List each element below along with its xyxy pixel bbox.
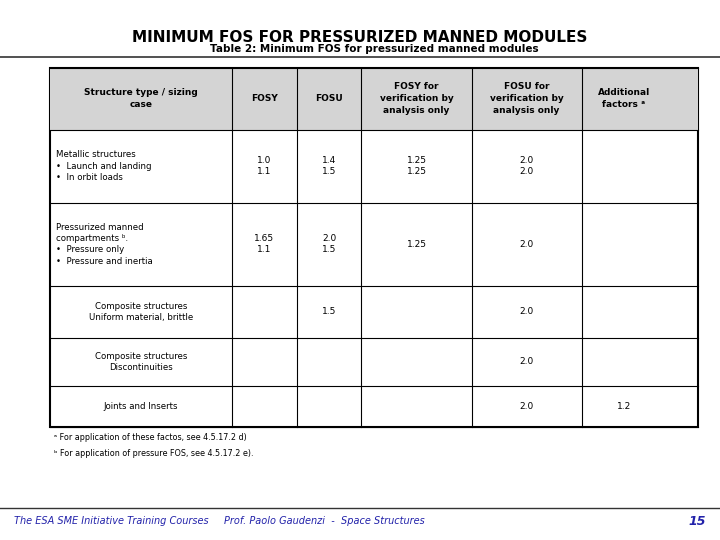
Text: 2.0
2.0: 2.0 2.0 — [520, 156, 534, 176]
Text: Structure type / sizing
case: Structure type / sizing case — [84, 88, 198, 109]
Text: Composite structures
Discontinuities: Composite structures Discontinuities — [95, 352, 187, 372]
Text: 1.25
1.25: 1.25 1.25 — [407, 156, 426, 176]
Text: Prof. Paolo Gaudenzi  -  Space Structures: Prof. Paolo Gaudenzi - Space Structures — [224, 516, 424, 526]
Text: 1.25: 1.25 — [407, 240, 426, 249]
Text: 1.0
1.1: 1.0 1.1 — [257, 156, 271, 176]
Text: ᵃ For application of these factos, see 4.5.17.2 d): ᵃ For application of these factos, see 4… — [54, 433, 247, 442]
Text: MINIMUM FOS FOR PRESSURIZED MANNED MODULES: MINIMUM FOS FOR PRESSURIZED MANNED MODUL… — [132, 30, 588, 45]
Text: 2.0: 2.0 — [520, 240, 534, 249]
Text: 2.0: 2.0 — [520, 402, 534, 411]
Text: Composite structures
Uniform material, brittle: Composite structures Uniform material, b… — [89, 302, 193, 322]
Text: 2.0
1.5: 2.0 1.5 — [322, 234, 336, 254]
Text: 1.5: 1.5 — [322, 307, 336, 316]
Text: Metallic structures
•  Launch and landing
•  In orbit loads: Metallic structures • Launch and landing… — [56, 151, 152, 181]
Text: 2.0: 2.0 — [520, 307, 534, 316]
Text: Additional
factors ᵃ: Additional factors ᵃ — [598, 88, 650, 109]
Text: ᵇ For application of pressure FOS, see 4.5.17.2 e).: ᵇ For application of pressure FOS, see 4… — [54, 449, 253, 458]
Text: FOSY for
verification by
analysis only: FOSY for verification by analysis only — [379, 82, 454, 115]
Text: Joints and Inserts: Joints and Inserts — [104, 402, 179, 411]
Text: FOSU: FOSU — [315, 94, 343, 103]
Text: FOSU for
verification by
analysis only: FOSU for verification by analysis only — [490, 82, 564, 115]
Text: FOSY: FOSY — [251, 94, 278, 103]
Text: The ESA SME Initiative Training Courses: The ESA SME Initiative Training Courses — [14, 516, 209, 526]
Bar — [50, 68, 698, 130]
Text: 2.0: 2.0 — [520, 357, 534, 366]
Text: 15: 15 — [688, 515, 706, 528]
Text: 1.65
1.1: 1.65 1.1 — [254, 234, 274, 254]
Bar — [50, 68, 698, 427]
Text: 1.4
1.5: 1.4 1.5 — [322, 156, 336, 176]
Text: Table 2: Minimum FOS for pressurized manned modules: Table 2: Minimum FOS for pressurized man… — [210, 44, 539, 54]
Text: Pressurized manned
compartments ᵇ.
•  Pressure only
•  Pressure and inertia: Pressurized manned compartments ᵇ. • Pre… — [56, 223, 153, 266]
Text: 1.2: 1.2 — [617, 402, 631, 411]
